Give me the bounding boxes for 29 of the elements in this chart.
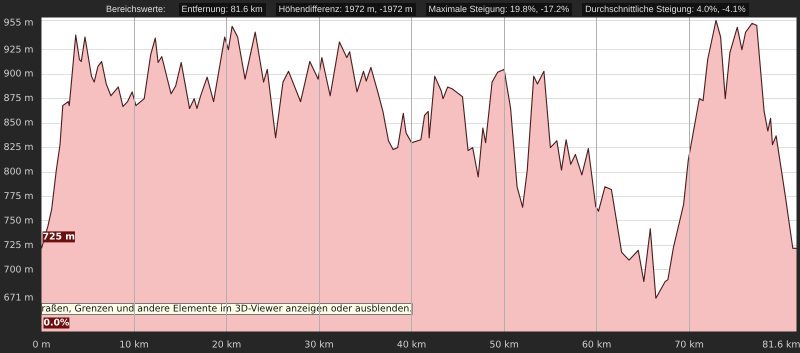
y-tick-label: 700 m [4,264,34,276]
text: Entfernung: 81.6 km [178,3,266,16]
y-tick-label: 900 m [4,68,34,80]
y-tick-label: 825 m [4,142,34,154]
x-tick-label: 60 km [582,340,612,350]
y-tick-label: 750 m [4,215,34,226]
text: Durchschnittliche Steigung: 4.0%, -4.1% [582,3,749,16]
annotation: raßen, Grenzen und andere Elemente im 3D-Viewer anzeigen oder ausblenden. [42,304,412,314]
y-tick-label: 925 m [4,44,34,56]
y-tick-label: 800 m [4,166,34,178]
annotation: 725 m [42,231,75,242]
x-tick-label: 10 km [119,340,149,350]
y-tick-label: 725 m [4,240,34,251]
x-tick-label: 30 km [304,340,334,350]
y-tick-label: 875 m [4,93,34,104]
x-tick-label: 70 km [674,340,704,350]
x-tick-label: 40 km [396,340,426,350]
x-tick-label: 50 km [489,340,519,350]
x-tick-label: 20 km [212,340,242,350]
x-tick-label: 0 m [32,340,51,350]
text: Bereichswerte: [103,3,169,16]
y-tick-label: 850 m [4,118,34,129]
y-tick-label: 671 m [4,292,34,304]
x-tick-label: 81.6 km [762,340,800,350]
y-tick-label: 955 m [4,18,34,28]
text: Höhendifferenz: 1972 m, -1972 m [276,3,416,16]
y-tick-label: 775 m [4,191,34,202]
text: Maximale Steigung: 19.8%, -17.2% [426,3,572,16]
annotation: 0.0% [44,318,70,328]
